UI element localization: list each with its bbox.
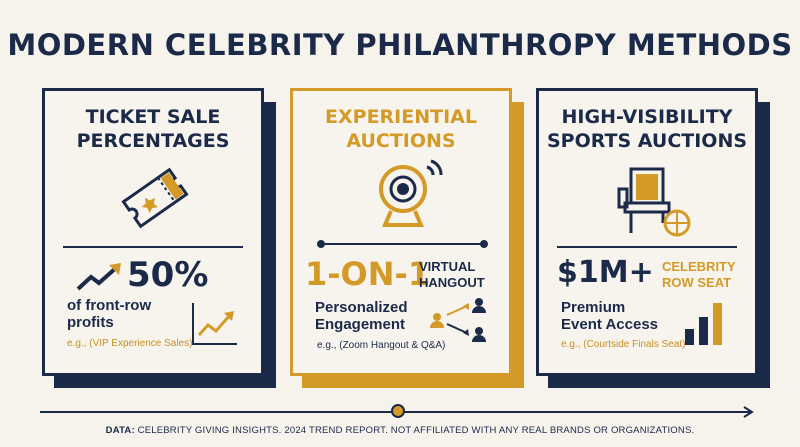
tag-line1: VIRTUAL — [419, 259, 476, 274]
card-title: HIGH-VISIBILITY SPORTS AUCTIONS — [539, 105, 755, 153]
webcam-icon — [379, 159, 443, 227]
example-text: e.g., (Zoom Hangout & Q&A) — [317, 340, 446, 351]
footer-label: DATA: — [105, 425, 135, 436]
card-description: Personalized Engagement — [315, 299, 408, 333]
card-title: TICKET SALE PERCENTAGES — [45, 105, 261, 153]
card-description: Premium Event Access — [561, 299, 658, 333]
desc-line2: Event Access — [561, 316, 659, 333]
separator-dot-right — [480, 240, 488, 248]
card-separator — [63, 246, 243, 248]
tag-line2: HANGOUT — [419, 275, 485, 290]
card-separator — [321, 243, 481, 245]
card-title-line2: SPORTS AUCTIONS — [546, 130, 748, 152]
stadium-seat-icon — [617, 167, 691, 237]
desc-line1: Personalized — [315, 299, 408, 316]
card-title-line1: EXPERIENTIAL — [325, 106, 477, 128]
bar-chart-icon — [685, 303, 722, 345]
page-title: MODERN CELEBRITY PHILANTHROPY METHODS — [7, 28, 793, 62]
card-body: EXPERIENTIAL AUCTIONS 1-ON-1 VIRTUAL HAN… — [290, 88, 512, 376]
card-description: of front-row profits — [67, 297, 151, 331]
desc-line2: Engagement — [315, 316, 406, 333]
example-text: e.g., (Courtside Finals Seat) — [561, 339, 686, 350]
desc-line2: profits — [67, 314, 114, 331]
card-body: HIGH-VISIBILITY SPORTS AUCTIONS $1M+ CEL… — [536, 88, 758, 376]
big-value: 1-ON-1 — [305, 255, 431, 293]
card-title-line2: PERCENTAGES — [76, 130, 230, 152]
card-body: TICKET SALE PERCENTAGES 50% of front-row… — [42, 88, 264, 376]
footer-text: CELEBRITY GIVING INSIGHTS. 2024 TREND RE… — [137, 425, 695, 436]
card-title: EXPERIENTIAL AUCTIONS — [293, 105, 509, 153]
ticket-icon — [121, 167, 189, 229]
desc-line1: Premium — [561, 299, 626, 316]
card-title-line1: HIGH-VISIBILITY — [561, 106, 733, 128]
tag-text: VIRTUAL HANGOUT — [419, 259, 485, 291]
tag-line1: CELEBRITY — [662, 259, 736, 274]
example-text: e.g., (VIP Experience Sales) — [67, 338, 193, 349]
separator-dot-left — [317, 240, 325, 248]
big-value: 50% — [127, 255, 209, 295]
card-ticket-sale: TICKET SALE PERCENTAGES 50% of front-row… — [42, 88, 276, 388]
card-experiential-auctions: EXPERIENTIAL AUCTIONS 1-ON-1 VIRTUAL HAN… — [290, 88, 524, 388]
tag-text: CELEBRITY ROW SEAT — [662, 259, 736, 291]
card-sports-auctions: HIGH-VISIBILITY SPORTS AUCTIONS $1M+ CEL… — [536, 88, 770, 388]
desc-line1: of front-row — [67, 297, 152, 314]
people-connection-icon — [430, 298, 486, 342]
line-chart-icon — [192, 303, 237, 345]
card-title-line2: AUCTIONS — [346, 130, 456, 152]
card-separator — [557, 246, 737, 248]
card-title-line1: TICKET SALE — [85, 106, 221, 128]
big-value: $1M+ — [557, 255, 654, 290]
footer-source: DATA: CELEBRITY GIVING INSIGHTS. 2024 TR… — [0, 425, 800, 436]
tag-line2: ROW SEAT — [662, 275, 732, 290]
timeline-marker — [391, 404, 405, 418]
trend-up-icon — [76, 263, 121, 291]
